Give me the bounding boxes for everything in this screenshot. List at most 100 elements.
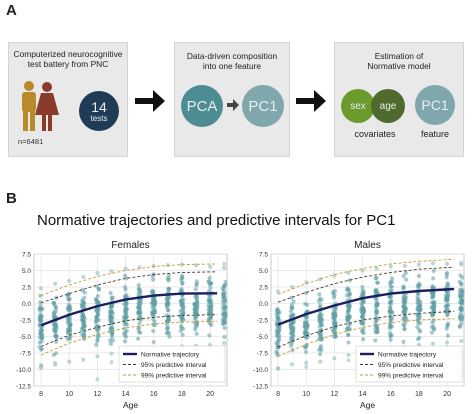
- scatter-point: [289, 336, 295, 341]
- x-tick-label: 8: [39, 391, 43, 398]
- panel-a-label: A: [6, 2, 17, 19]
- scatter-point: [332, 293, 337, 298]
- scatter-point: [67, 359, 72, 364]
- scatter-point: [80, 313, 85, 318]
- scatter-point: [207, 264, 213, 269]
- x-tick-label: 20: [443, 391, 451, 398]
- scatter-point: [81, 334, 87, 339]
- scatter-point: [207, 304, 212, 310]
- legend-label: 95% predictive interval: [378, 362, 444, 369]
- scatter-point: [444, 340, 450, 345]
- scatter-point: [110, 338, 116, 343]
- flow-arrow-2: [296, 90, 326, 112]
- scatter-point: [459, 288, 464, 293]
- scatter-point: [402, 301, 407, 306]
- scatter-point: [108, 341, 114, 347]
- scatter-point: [179, 325, 184, 330]
- scatter-point: [81, 357, 86, 362]
- scatter-point: [152, 309, 157, 314]
- sex-circle: sex: [341, 89, 375, 123]
- y-tick-label: -2.5: [257, 318, 269, 325]
- scatter-point: [67, 329, 72, 334]
- scatter-point: [361, 300, 366, 305]
- scatter-point: [108, 308, 113, 313]
- tests-label: tests: [90, 113, 108, 123]
- scatter-point: [332, 326, 337, 331]
- scatter-point: [67, 278, 72, 284]
- scatter-point: [430, 261, 436, 266]
- scatter-point: [401, 285, 406, 290]
- scatter-point: [389, 284, 395, 290]
- scatter-point: [179, 297, 185, 302]
- scatter-point: [208, 298, 213, 303]
- scatter-point: [151, 289, 156, 294]
- scatter-point: [317, 352, 323, 357]
- scatter-point: [180, 300, 186, 306]
- y-tick-label: -2.5: [20, 318, 32, 325]
- scatter-point: [375, 326, 380, 331]
- scatter-point: [460, 315, 465, 320]
- scatter-point: [416, 262, 422, 267]
- scatter-point: [431, 318, 436, 323]
- scatter-point: [388, 333, 393, 339]
- scatter-point: [276, 315, 281, 321]
- scatter-point: [444, 261, 450, 266]
- scatter-point: [206, 317, 211, 322]
- scatter-point: [318, 359, 323, 364]
- legend-label: Normative trajectory: [141, 351, 200, 358]
- scatter-point: [108, 317, 113, 322]
- scatter-point: [136, 287, 141, 292]
- scatter-point: [194, 331, 199, 336]
- scatter-point: [458, 310, 464, 316]
- scatter-point: [401, 322, 406, 327]
- scatter-point: [166, 278, 171, 283]
- scatter-point: [457, 324, 462, 329]
- scatter-point: [345, 327, 350, 332]
- outlier-point: [53, 362, 58, 367]
- x-tick-label: 8: [276, 391, 280, 398]
- scatter-point: [403, 315, 408, 320]
- scatter-point: [222, 341, 227, 346]
- scatter-point: [81, 331, 87, 336]
- scatter-point: [389, 276, 395, 281]
- pc1-label: PC1: [248, 97, 278, 115]
- scatter-point: [404, 277, 409, 282]
- scatter-point: [401, 310, 406, 315]
- box-normative-model-title-line2: Normative model: [367, 61, 431, 71]
- scatter-point: [275, 353, 280, 358]
- scatter-point: [193, 327, 198, 332]
- outlier-point: [109, 360, 114, 365]
- scatter-point: [401, 273, 406, 279]
- scatter-point: [387, 294, 392, 300]
- y-tick-label: -10.0: [16, 367, 31, 374]
- x-tick-label: 10: [65, 391, 73, 398]
- legend-label: Normative trajectory: [378, 351, 437, 358]
- scatter-point: [374, 288, 379, 293]
- y-tick-label: 5.0: [22, 268, 31, 275]
- scatter-point: [95, 298, 100, 303]
- series-line: [40, 292, 218, 327]
- scatter-point: [444, 272, 449, 277]
- series-line: [277, 258, 455, 295]
- scatter-point: [303, 349, 309, 355]
- covariates-label: covariates: [354, 129, 396, 139]
- scatter-point: [317, 331, 322, 336]
- outlier-point: [222, 261, 227, 266]
- scatter-point: [305, 302, 310, 307]
- scatter-point: [345, 286, 350, 291]
- scatter-point: [388, 337, 393, 343]
- legend-label: 95% predictive interval: [141, 362, 207, 369]
- scatter-point: [79, 327, 84, 332]
- scatter-point: [221, 284, 226, 289]
- scatter-point: [387, 305, 392, 310]
- scatter-point: [332, 356, 337, 361]
- flow-arrow-1: [135, 90, 165, 112]
- scatter-point: [289, 327, 294, 332]
- scatter-point: [38, 293, 43, 298]
- scatter-point: [109, 324, 114, 329]
- scatter-point: [387, 309, 393, 314]
- scatter-point: [164, 331, 170, 336]
- scatter-point: [65, 336, 70, 342]
- scatter-point: [401, 294, 406, 300]
- y-tick-label: 7.5: [259, 252, 268, 259]
